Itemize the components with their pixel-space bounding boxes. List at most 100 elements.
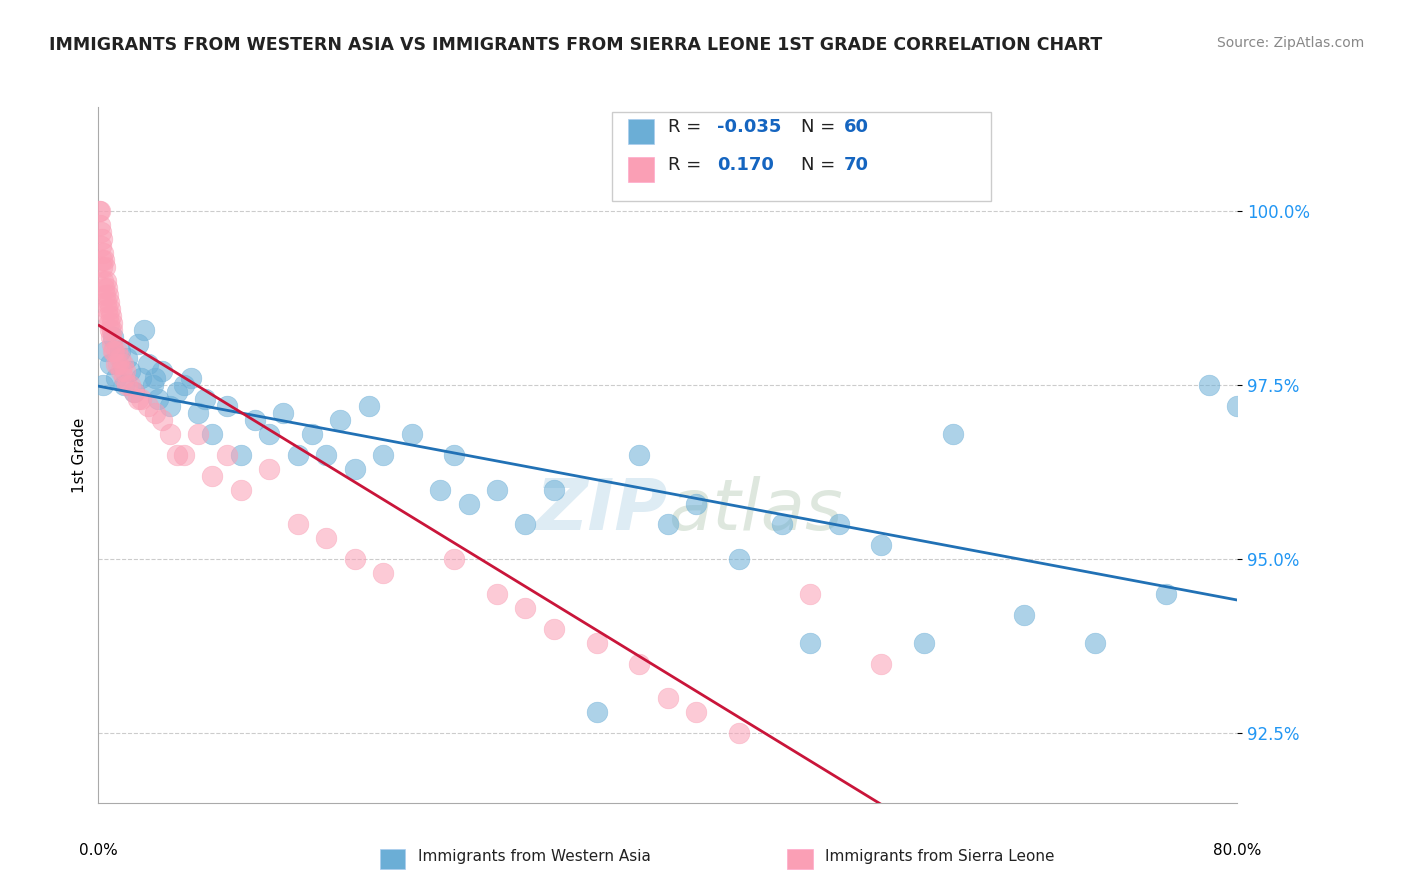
Point [287, 448, 309, 462]
Point [107, 358, 129, 372]
Text: Immigrants from Sierra Leone: Immigrants from Sierra Leone [825, 849, 1054, 863]
Point [96, 301, 118, 316]
Text: 60: 60 [844, 118, 869, 136]
Point [315, 448, 337, 462]
Point [94, 260, 117, 274]
Point [100, 329, 122, 343]
Point [486, 483, 509, 497]
Point [194, 392, 217, 407]
Text: R =: R = [668, 156, 702, 174]
Point [122, 385, 145, 400]
Point [152, 413, 174, 427]
Point [152, 364, 174, 378]
Point [515, 517, 537, 532]
Point [101, 343, 124, 358]
Point [486, 587, 509, 601]
Point [118, 364, 141, 378]
Point [115, 378, 138, 392]
Point [1154, 587, 1177, 601]
Point [371, 566, 394, 581]
Point [371, 448, 394, 462]
Point [91, 232, 114, 246]
Point [93, 253, 115, 268]
Point [870, 538, 893, 552]
Point [259, 462, 281, 476]
Text: 80.0%: 80.0% [1213, 843, 1261, 858]
Point [259, 427, 281, 442]
Point [145, 406, 167, 420]
Point [728, 552, 751, 566]
Point [443, 552, 465, 566]
Text: -0.035: -0.035 [717, 118, 782, 136]
Point [799, 587, 821, 601]
Point [129, 392, 152, 407]
Point [315, 532, 337, 546]
Point [93, 281, 115, 295]
Point [401, 427, 423, 442]
Point [429, 483, 451, 497]
Point [110, 364, 132, 378]
Point [108, 351, 131, 365]
Point [187, 427, 209, 442]
Point [443, 448, 465, 462]
Point [148, 392, 170, 407]
Point [97, 288, 120, 302]
Y-axis label: 1st Grade: 1st Grade [72, 417, 87, 492]
Point [201, 427, 224, 442]
Point [90, 253, 112, 268]
Point [94, 274, 117, 288]
Point [104, 358, 127, 372]
Point [343, 462, 366, 476]
Point [100, 316, 122, 330]
Point [115, 351, 138, 365]
Point [98, 358, 121, 372]
Point [166, 448, 188, 462]
Point [118, 378, 141, 392]
Point [97, 294, 120, 309]
Point [173, 448, 195, 462]
Point [127, 392, 149, 407]
Point [101, 323, 124, 337]
Point [89, 204, 111, 219]
Point [870, 657, 893, 671]
Point [112, 371, 135, 385]
Point [100, 309, 122, 323]
Point [585, 706, 607, 720]
Point [159, 399, 181, 413]
Point [357, 399, 380, 413]
Point [145, 371, 167, 385]
Point [98, 323, 121, 337]
Text: Source: ZipAtlas.com: Source: ZipAtlas.com [1216, 36, 1364, 50]
Point [1084, 636, 1107, 650]
Point [1198, 378, 1220, 392]
Point [287, 517, 309, 532]
Point [136, 399, 159, 413]
Point [628, 657, 651, 671]
Point [180, 371, 202, 385]
Point [90, 239, 112, 253]
Point [101, 329, 124, 343]
Point [94, 343, 117, 358]
Point [229, 448, 252, 462]
Point [942, 427, 965, 442]
Text: Immigrants from Western Asia: Immigrants from Western Asia [418, 849, 651, 863]
Point [799, 636, 821, 650]
Point [111, 358, 134, 372]
Point [97, 309, 120, 323]
Point [243, 413, 266, 427]
Point [1012, 607, 1035, 622]
Point [114, 364, 136, 378]
Point [173, 378, 195, 392]
Point [91, 378, 114, 392]
Point [685, 497, 707, 511]
Point [91, 260, 114, 274]
Point [343, 552, 366, 566]
Point [201, 468, 224, 483]
Point [98, 301, 121, 316]
Text: N =: N = [801, 118, 841, 136]
Point [132, 323, 155, 337]
Point [215, 399, 238, 413]
Point [187, 406, 209, 420]
Point [1226, 399, 1249, 413]
Point [585, 636, 607, 650]
